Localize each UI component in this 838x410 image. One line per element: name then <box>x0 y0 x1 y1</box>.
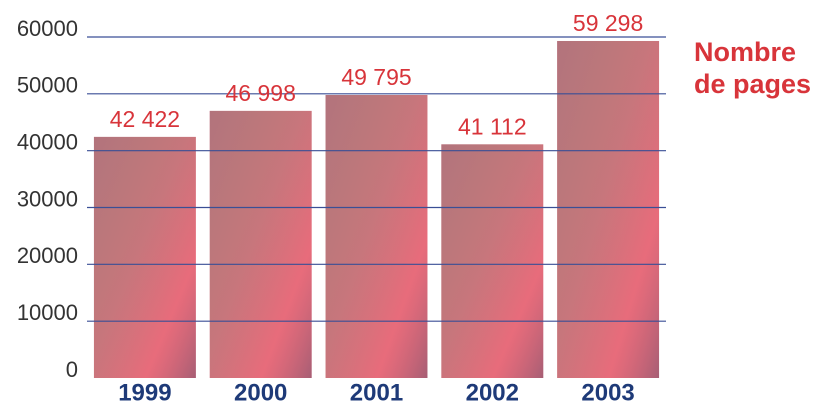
y-tick-label: 20000 <box>17 243 78 268</box>
chart-title: Nombre de pages <box>694 36 824 100</box>
bar-texture <box>557 41 659 378</box>
y-tick-label: 40000 <box>17 129 78 154</box>
y-tick-label: 60000 <box>17 16 78 41</box>
value-label: 49 795 <box>341 64 411 90</box>
y-tick-label: 10000 <box>17 300 78 325</box>
bar-texture <box>326 95 428 378</box>
x-tick-label: 1999 <box>118 379 171 406</box>
value-label: 41 112 <box>458 113 527 139</box>
y-tick-label: 30000 <box>17 186 78 211</box>
x-tick-label: 2000 <box>234 379 287 406</box>
bar-texture <box>441 144 543 378</box>
value-label: 59 298 <box>573 10 643 36</box>
x-tick-label: 2001 <box>350 379 403 406</box>
x-tick-label: 2003 <box>581 379 634 406</box>
page: 0 10000 20000 30000 40000 50000 60000 1999 42 42… <box>0 0 838 410</box>
y-tick-label: 0 <box>66 357 78 382</box>
x-tick-label: 2002 <box>466 379 519 406</box>
bars <box>94 41 659 378</box>
bar-texture <box>94 137 196 378</box>
value-label: 42 422 <box>110 106 180 132</box>
y-tick-label: 50000 <box>17 73 78 98</box>
value-label: 46 998 <box>226 80 296 106</box>
